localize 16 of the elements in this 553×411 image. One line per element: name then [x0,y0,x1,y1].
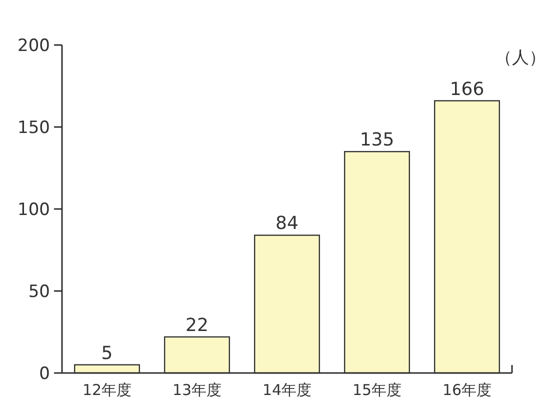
x-tick-label: 13年度 [172,381,222,399]
data-label: 135 [360,130,394,151]
y-tick-label: 200 [18,36,50,56]
y-tick-label: 150 [18,118,50,138]
x-tick-label: 15年度 [352,381,402,399]
x-tick-label: 16年度 [442,381,492,399]
x-tick-label: 12年度 [82,381,132,399]
y-tick-label: 0 [39,364,50,384]
y-tick-label: 100 [18,200,50,220]
y-tick-label: 50 [28,282,50,302]
data-label: 166 [450,78,484,100]
y-axis-title: （人） [495,48,546,68]
data-label: 84 [276,213,298,234]
x-tick-label: 14年度 [262,381,312,399]
data-label: 5 [101,342,113,364]
data-label: 22 [186,314,208,336]
